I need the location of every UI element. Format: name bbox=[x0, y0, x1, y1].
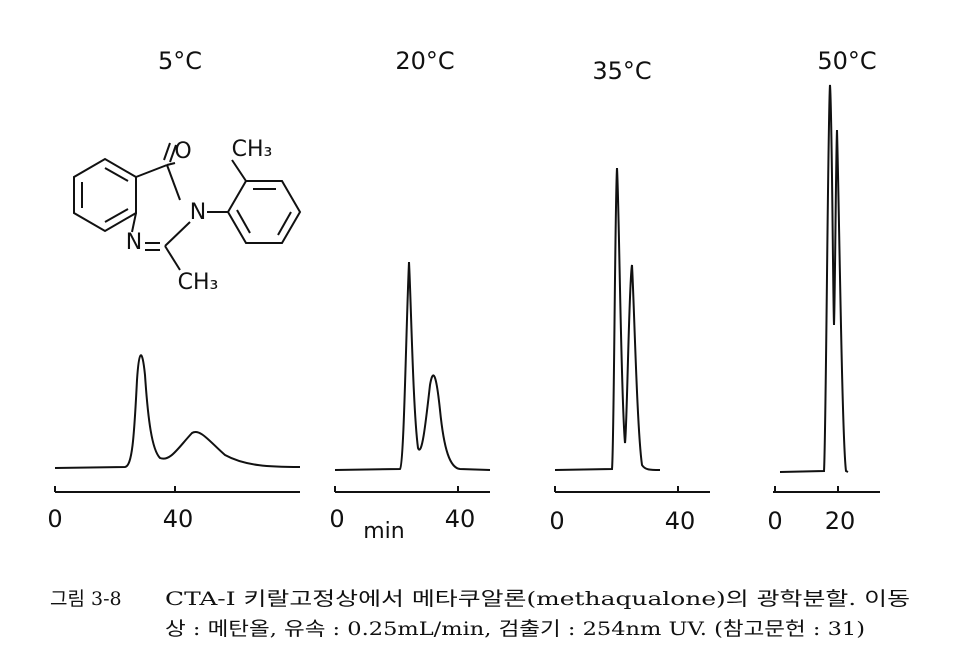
caption-text: 상 : 메탄올, 유속 : 0.25mL/min, 검출기 : 254nm UV… bbox=[165, 618, 865, 640]
panel-title: 20°C bbox=[395, 47, 454, 75]
chromatogram-trace bbox=[334, 261, 491, 471]
panel-title: 5°C bbox=[158, 47, 202, 75]
tick-label: 0 bbox=[47, 505, 62, 533]
tick-label: 20 bbox=[825, 507, 856, 535]
tick-label: 40 bbox=[445, 505, 476, 533]
atom-label: CH₃ bbox=[178, 270, 219, 295]
tick-label: 0 bbox=[329, 505, 344, 533]
tick-label: 0 bbox=[549, 507, 564, 535]
panel-title: 35°C bbox=[592, 57, 651, 85]
chromatogram-trace bbox=[554, 167, 661, 471]
time-axis bbox=[54, 486, 880, 493]
panel-title: 50°C bbox=[817, 47, 876, 75]
chromatogram-trace bbox=[779, 84, 849, 473]
tick-label: 0 bbox=[767, 507, 782, 535]
axis-label: min bbox=[363, 519, 405, 544]
structure bbox=[73, 142, 302, 271]
atom-label: N bbox=[126, 230, 142, 255]
tick-label: 40 bbox=[665, 507, 696, 535]
atom-label: O bbox=[174, 139, 191, 164]
caption-text: CTA-I 키랄고정상에서 메타쿠알론(methaqualone)의 광학분할.… bbox=[165, 588, 910, 610]
caption-label: 그림 3-8 bbox=[50, 588, 122, 610]
chromatogram-trace bbox=[54, 354, 301, 469]
atom-label: CH₃ bbox=[232, 137, 273, 162]
atom-label: N bbox=[190, 200, 206, 225]
tick-label: 40 bbox=[163, 505, 194, 533]
